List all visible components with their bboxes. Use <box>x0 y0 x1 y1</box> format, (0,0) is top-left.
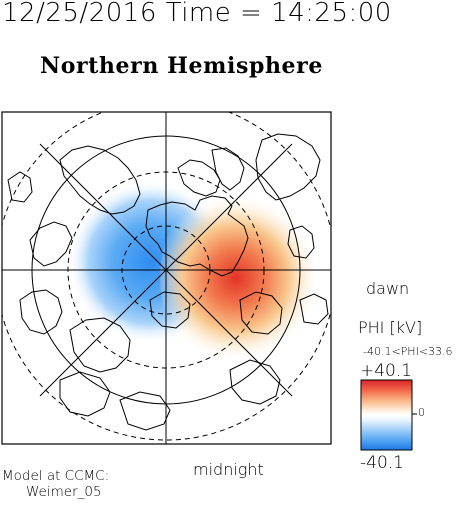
colorbar-gradient <box>360 379 413 451</box>
date-time-header: 12/25/2016 Time = 14:25:00 <box>2 0 392 28</box>
colorbar-range: -40.1<PHI<33.6 <box>363 345 453 358</box>
colorbar-title: PHI [kV] <box>358 318 423 337</box>
dawn-label: dawn <box>366 279 410 298</box>
model-credit-line2: Weimer_05 <box>26 484 102 500</box>
map-title: Northern Hemisphere <box>40 53 323 79</box>
colorbar-zero-label: 0 <box>418 406 425 419</box>
meridian-lines <box>2 112 331 444</box>
colorbar-max-label: +40.1 <box>360 361 413 381</box>
midnight-label: midnight <box>193 460 264 479</box>
positive-cell <box>160 180 316 376</box>
coastlines <box>7 133 329 431</box>
model-credit-line1: Model at CCMC: <box>2 468 110 484</box>
map-frame <box>1 111 332 445</box>
colorbar-min-label: -40.1 <box>360 453 404 473</box>
